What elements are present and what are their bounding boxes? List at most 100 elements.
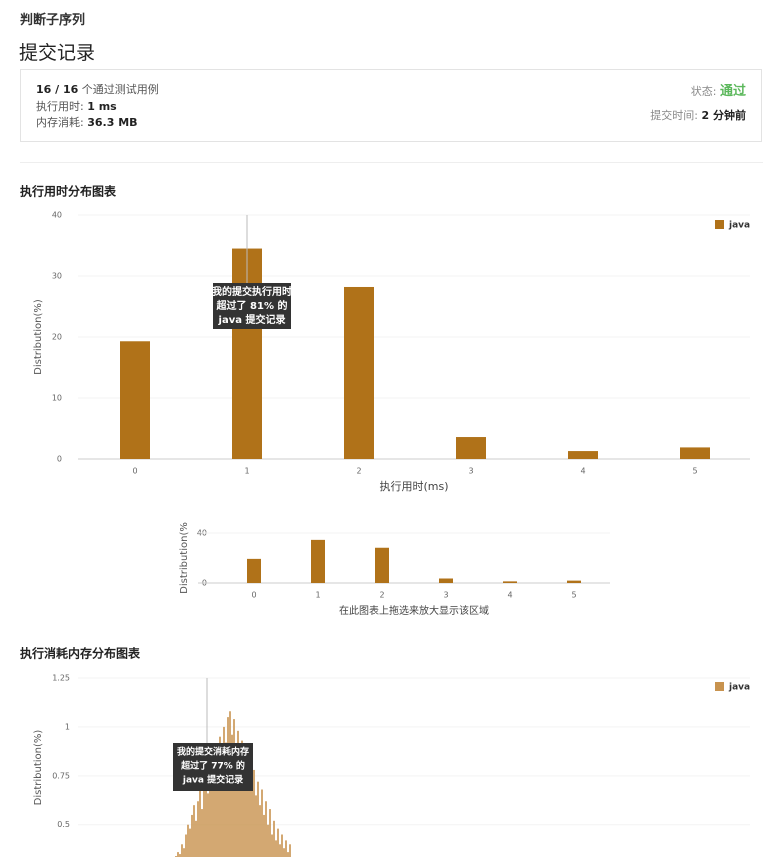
bar: [271, 834, 273, 857]
bar: [259, 805, 261, 857]
tooltip-text: 超过了 77% 的: [180, 760, 245, 772]
tooltip-text: 我的提交消耗内存: [177, 746, 249, 758]
tooltip: [173, 743, 253, 791]
bar: [185, 834, 187, 857]
y-tick-label: 30: [52, 272, 62, 281]
x-tick-label: 0: [251, 591, 256, 600]
page-title: 提交记录: [19, 42, 96, 64]
bar: [191, 814, 193, 857]
bar: [249, 762, 251, 857]
x-tick-label: 5: [571, 591, 576, 600]
bar: [283, 848, 285, 857]
tooltip-text: 我的提交执行用时: [212, 285, 292, 298]
time-row: 提交时间: 2 分钟前: [650, 107, 746, 123]
bar: [223, 726, 225, 857]
passed-row: 16 / 16 个通过测试用例: [36, 81, 159, 97]
bar: [197, 801, 199, 857]
legend-swatch: [715, 682, 724, 691]
bar: [267, 824, 269, 857]
bar: [225, 742, 227, 857]
bar: [263, 814, 265, 857]
bar: [265, 801, 267, 857]
bar: [456, 437, 486, 459]
memory-label: 内存消耗:: [36, 116, 84, 129]
bar: [235, 746, 237, 857]
bar: [289, 844, 291, 857]
bar: [247, 775, 249, 857]
bar: [439, 578, 453, 583]
runtime: 1 ms: [87, 100, 117, 113]
bar: [503, 581, 517, 583]
bar: [281, 834, 283, 857]
y-tick-label: 0.5: [57, 820, 70, 829]
status[interactable]: 通过: [719, 84, 746, 99]
bar: [205, 775, 207, 857]
problem-name[interactable]: 判断子序列: [20, 13, 86, 28]
y-tick-label: 1: [65, 722, 70, 731]
y-tick-label: 20: [52, 333, 62, 342]
bar: [187, 824, 189, 857]
memory: 36.3 MB: [87, 116, 138, 129]
bar: [199, 789, 201, 857]
bar: [179, 854, 181, 857]
bar: [213, 781, 215, 857]
x-tick-label: 3: [443, 591, 448, 600]
bar: [568, 451, 598, 459]
summary-card: 16 / 16 个通过测试用例 执行用时: 1 ms 内存消耗: 36.3 MB…: [20, 69, 762, 142]
bar: [257, 781, 259, 857]
bar: [183, 848, 185, 857]
chart-title: 执行消耗内存分布图表: [20, 646, 141, 661]
x-tick-label: 0: [132, 467, 137, 476]
time-label: 提交时间:: [650, 109, 699, 122]
bar: [277, 828, 279, 857]
runtime-label: 执行用时:: [36, 100, 84, 113]
tooltip: [213, 283, 291, 329]
x-tick-label: 2: [379, 591, 384, 600]
passed: 16 / 16: [36, 83, 79, 96]
x-tick-label: 1: [244, 467, 249, 476]
y-tick-label: 10: [52, 394, 62, 403]
bar: [189, 828, 191, 857]
bar: [247, 558, 261, 583]
y-tick-label: 0: [57, 455, 62, 464]
bar: [195, 820, 197, 857]
bar: [375, 547, 389, 583]
bar: [255, 795, 257, 857]
passed-suffix: 个通过测试用例: [81, 83, 159, 96]
x-axis-label: 执行用时(ms): [379, 479, 448, 493]
bar: [253, 769, 255, 857]
x-tick-label: 2: [356, 467, 361, 476]
y-axis-label: Distribution(%): [33, 299, 44, 375]
bar: [567, 580, 581, 583]
bar: [231, 734, 233, 857]
bar: [203, 785, 205, 857]
bar: [181, 844, 183, 857]
tooltip-text: 超过了 81% 的: [216, 299, 288, 312]
bar: [219, 736, 221, 857]
bar: [215, 746, 217, 857]
bar: [237, 730, 239, 857]
bar: [120, 341, 150, 459]
y-tick-label: 40: [52, 211, 62, 220]
bar: [279, 844, 281, 857]
bar: [245, 750, 247, 857]
bar: [217, 762, 219, 857]
bar: [285, 840, 287, 857]
memory-row: 内存消耗: 36.3 MB: [36, 114, 138, 130]
y-axis-label: Distribution(%): [33, 730, 44, 806]
x-tick-label: 4: [507, 591, 512, 600]
x-tick-label: 5: [692, 467, 697, 476]
x-tick-label: 3: [468, 467, 473, 476]
divider: [20, 162, 763, 163]
legend-swatch: [715, 220, 724, 229]
bar: [275, 840, 277, 857]
bar: [287, 852, 289, 857]
bar: [211, 756, 213, 857]
chart-title: 执行用时分布图表: [20, 184, 117, 199]
bar: [177, 852, 179, 857]
bar: [201, 809, 203, 857]
bar: [261, 789, 263, 857]
bar: [209, 766, 211, 857]
bar: [207, 793, 209, 857]
